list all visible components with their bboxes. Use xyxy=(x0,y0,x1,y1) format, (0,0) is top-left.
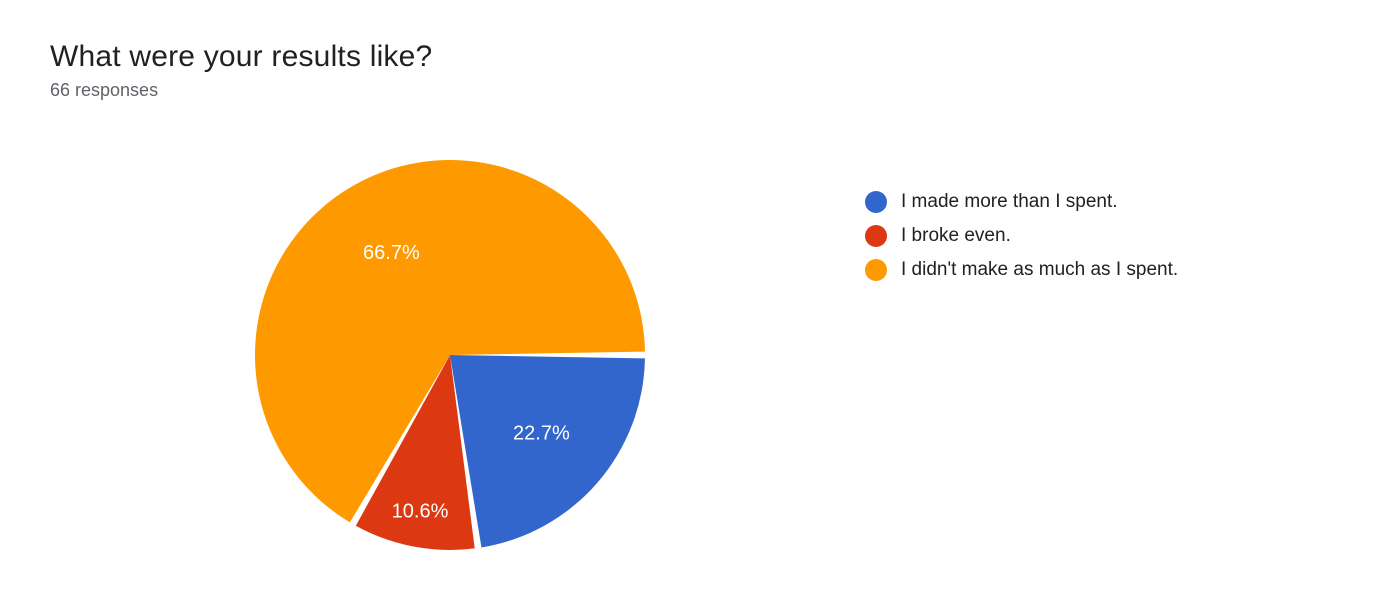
chart-legend: I made more than I spent. I broke even. … xyxy=(865,185,1178,287)
survey-chart-card: { "header": { "title": "What were your r… xyxy=(0,0,1400,590)
legend-swatch-icon xyxy=(865,191,887,213)
legend-label: I made more than I spent. xyxy=(901,191,1118,213)
pie-chart: 22.7% 10.6% 66.7% xyxy=(250,155,650,555)
chart-header: What were your results like? 66 response… xyxy=(50,40,432,101)
pie-slice-label-more: 22.7% xyxy=(513,422,570,444)
legend-swatch-icon xyxy=(865,225,887,247)
chart-title: What were your results like? xyxy=(50,40,432,74)
pie-slice-more[interactable] xyxy=(450,355,645,547)
legend-swatch-icon xyxy=(865,259,887,281)
legend-item-even[interactable]: I broke even. xyxy=(865,219,1178,253)
legend-label: I didn't make as much as I spent. xyxy=(901,259,1178,281)
legend-item-less[interactable]: I didn't make as much as I spent. xyxy=(865,253,1178,287)
pie-slice-label-less: 66.7% xyxy=(363,242,420,264)
legend-item-more[interactable]: I made more than I spent. xyxy=(865,185,1178,219)
pie-chart-svg: 22.7% 10.6% 66.7% xyxy=(250,155,650,555)
pie-slice-label-even: 10.6% xyxy=(392,500,449,522)
response-count: 66 responses xyxy=(50,80,432,101)
legend-label: I broke even. xyxy=(901,225,1011,247)
